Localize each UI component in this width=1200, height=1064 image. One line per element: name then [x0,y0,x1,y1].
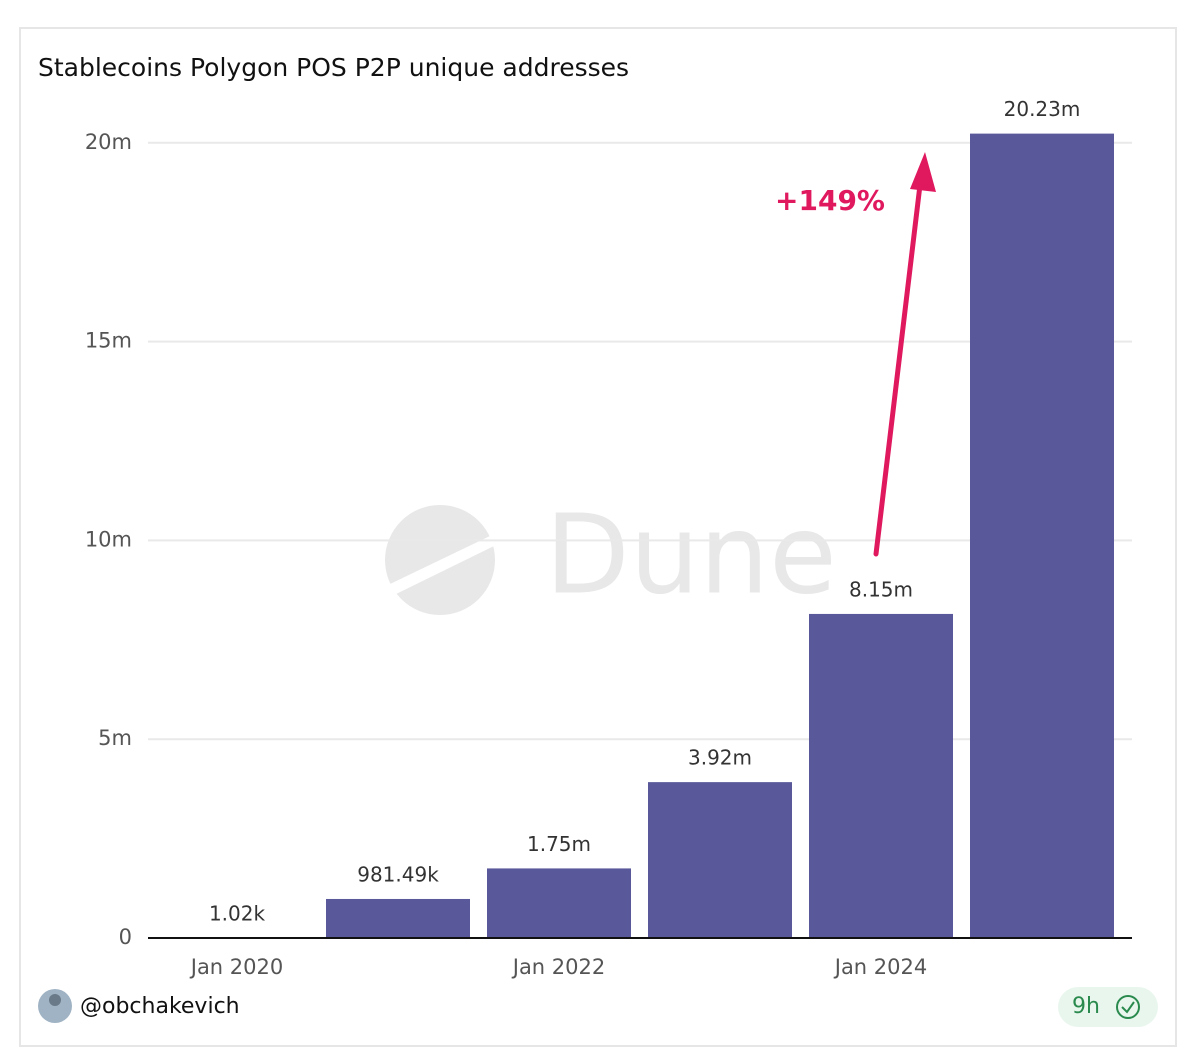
arrow-shaft [873,182,923,557]
bar [809,613,953,938]
bar [970,133,1114,938]
bar [487,868,631,938]
y-tick-label: 15m [85,329,132,353]
verified-icon [1116,995,1140,1019]
x-tick-label: Jan 2022 [511,955,606,979]
y-tick-label: 10m [85,527,132,551]
annotation: +149% [775,184,885,217]
arrow-head [910,152,936,192]
x-tick-label: Jan 2024 [833,955,928,979]
y-tick-label: 5m [98,726,132,750]
avatar-head [49,994,61,1006]
plot-area: 0 5m 10m 15m 20m Jan 2020 1.02k 981.49k Jan 2022… [85,97,1132,979]
verified-check [1121,1001,1135,1014]
value-label: 1.75m [527,832,591,856]
bar [648,782,792,938]
value-label: 3.92m [688,746,752,770]
watermark-text: Dune [545,490,837,618]
footer: @obchakevich 9h [38,987,1158,1027]
watermark-logo-stripe [388,535,494,596]
author[interactable]: @obchakevich [80,994,240,1019]
x-tick-label: Jan 2020 [189,955,284,979]
value-label: 1.02k [209,901,266,925]
y-tick-label: 20m [85,130,132,154]
value-label: 20.23m [1004,97,1081,121]
value-label: 981.49k [357,862,439,886]
annotation-arrow [873,152,936,557]
value-label: 8.15m [849,577,913,601]
age: 9h [1072,994,1100,1019]
bar [326,898,470,938]
watermark: Dune [385,490,837,618]
chart-title: Stablecoins Polygon POS P2P unique addre… [38,53,629,82]
y-tick-label: 0 [119,925,132,949]
